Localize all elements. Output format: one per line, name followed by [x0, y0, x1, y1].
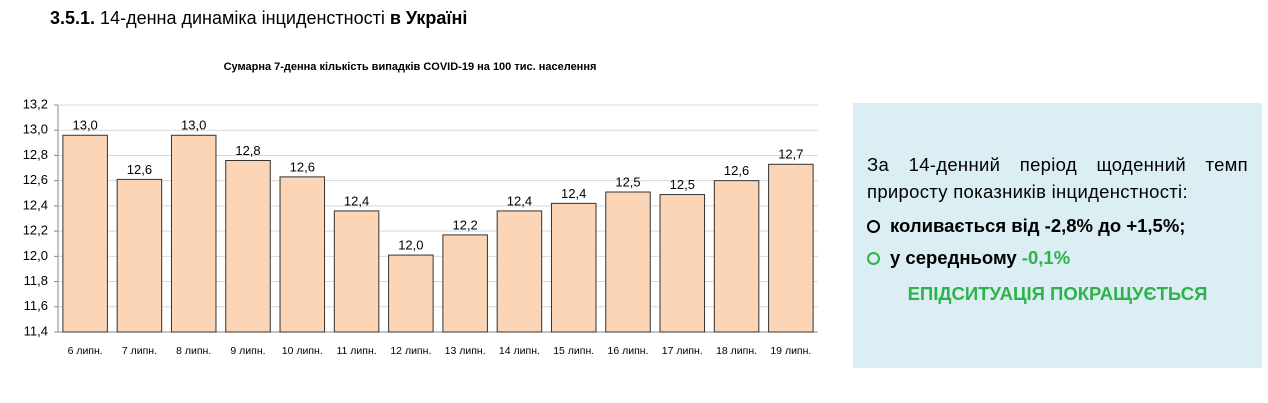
bar	[225, 159, 271, 333]
data-label: 13,0	[72, 118, 97, 133]
data-label: 12,2	[452, 217, 477, 232]
bar	[659, 194, 706, 333]
bullet-icon	[867, 219, 880, 233]
x-tick-label: 11 липн.	[336, 345, 376, 357]
y-tick-label: 11,4	[24, 323, 48, 338]
bar	[388, 254, 434, 333]
heading-bold: в Україні	[389, 8, 468, 28]
x-tick-label: 15 липн.	[553, 345, 594, 357]
y-tick-label: 13,2	[23, 96, 48, 111]
x-tick-label: 16 липн.	[608, 345, 649, 357]
bar	[713, 180, 760, 333]
bullet-text: коливається від -2,8% до +1,5%;	[890, 215, 1186, 236]
x-tick-label: 10 липн.	[282, 345, 323, 357]
y-tick-label: 12,8	[23, 147, 48, 162]
bar	[550, 202, 597, 333]
data-label: 12,4	[561, 186, 586, 201]
bar	[62, 134, 108, 333]
x-tick-label: 17 липн.	[662, 345, 703, 357]
data-label: 12,6	[127, 162, 152, 177]
x-tick-label: 19 липн.	[770, 345, 811, 357]
section-number: 3.5.1.	[50, 8, 96, 28]
bar	[170, 134, 217, 333]
y-tick-label: 12,6	[23, 172, 48, 187]
data-label: 12,7	[778, 147, 803, 162]
x-tick-label: 18 липн.	[716, 345, 757, 357]
chart: Сумарна 7-денна кількість випадків COVID…	[23, 61, 818, 357]
x-tick-label: 8 липн.	[176, 345, 211, 357]
y-tick-label: 13,0	[23, 122, 48, 137]
conclusion: ЕПІДСИТУАЦІЯ ПОКРАЩУЄТЬСЯ	[907, 283, 1208, 304]
bullet: коливається від -2,8% до +1,5%;	[867, 215, 1248, 237]
y-tick-label: 11,8	[24, 273, 48, 288]
bullet-value: -0,1%	[1021, 247, 1071, 268]
panel-intro: За 14-денний період щоденний темп прирос…	[867, 154, 1248, 202]
chart-title: Сумарна 7-денна кількість випадків COVID…	[224, 61, 597, 73]
x-tick-label: 9 липн.	[230, 345, 265, 357]
data-label: 12,6	[724, 163, 749, 178]
x-tick-label: 13 липн.	[445, 345, 486, 357]
data-label: 12,5	[670, 177, 695, 192]
bar	[768, 163, 814, 333]
data-label: 12,6	[290, 159, 315, 174]
y-tick-label: 11,6	[24, 298, 48, 313]
bar	[496, 210, 543, 333]
bar	[279, 176, 326, 333]
data-label: 12,5	[615, 174, 640, 189]
x-tick-label: 14 липн.	[499, 345, 540, 357]
y-tick-label: 12,2	[23, 223, 48, 238]
bar	[605, 191, 651, 333]
bar	[333, 210, 380, 333]
y-tick-label: 12,4	[23, 197, 48, 212]
x-tick-label: 12 липн.	[390, 345, 431, 357]
x-tick-label: 6 липн.	[68, 345, 103, 357]
data-label: 13,0	[181, 118, 206, 133]
heading-text: 14-денна динаміка інциденстності	[95, 8, 390, 28]
bullet-text: у середньому	[890, 247, 1022, 268]
x-tick-label: 7 липн.	[122, 345, 157, 357]
bar	[442, 234, 488, 333]
bar	[116, 178, 163, 333]
data-label: 12,8	[235, 143, 260, 158]
summary-panel: За 14-денний період щоденний темп прирос…	[853, 103, 1262, 368]
y-tick-label: 12,0	[23, 248, 48, 263]
heading: 3.5.1. 14-денна динаміка інциденстності …	[50, 8, 467, 29]
data-label: 12,0	[398, 238, 423, 253]
data-label: 12,4	[344, 193, 369, 208]
data-label: 12,4	[507, 193, 532, 208]
bullet: у середньому -0,1%	[867, 247, 1248, 269]
bullet-icon	[867, 251, 880, 265]
